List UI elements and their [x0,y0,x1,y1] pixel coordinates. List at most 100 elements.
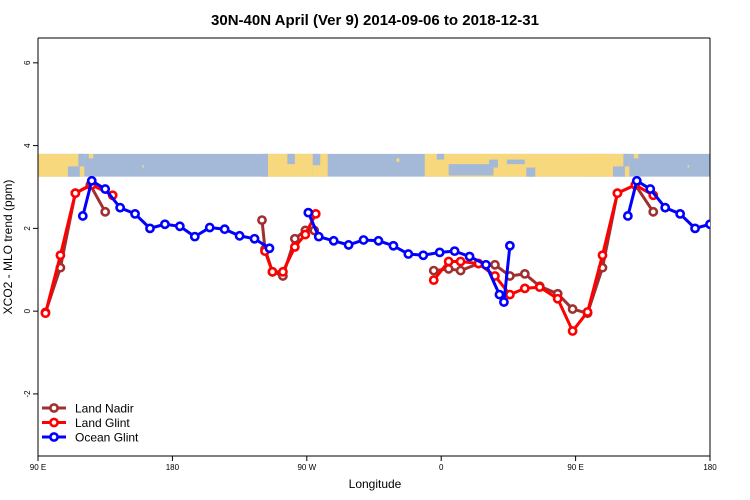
data-point [582,307,593,317]
data-point [264,243,275,254]
data-point [675,208,686,219]
data-point [705,219,710,230]
data-point [100,184,111,194]
data-point [358,235,369,245]
data-point [249,233,260,244]
data-point [289,242,300,252]
series-layer [40,175,710,336]
data-point [443,256,454,267]
data-point [428,265,439,276]
north-america-land [262,153,313,177]
map-inlet [436,153,445,160]
y-axis-label: XCO2 - MLO trend (ppm) [1,180,15,315]
data-point [145,223,155,234]
data-point [300,229,311,240]
data-point [455,265,466,276]
data-point [660,202,671,213]
series-land-glint [40,180,659,336]
data-point [519,283,530,294]
data-point [418,250,429,261]
data-point [55,250,66,261]
world-map-strip [38,153,710,177]
data-point [86,175,97,186]
data-point [455,256,466,267]
data-point [160,219,170,230]
series-line [433,183,655,315]
x-tick-label: 180 [703,463,717,472]
series-line [306,212,512,304]
map-inlet [67,166,80,177]
map-island [687,165,690,168]
data-point [40,308,51,319]
data-point [490,259,500,270]
data-point [534,282,545,293]
x-axis-label: Longitude [349,477,402,491]
axes: 90 E 180 90 W 0 90 E 180 -2 0 2 4 6 [23,37,717,472]
y-tick-label: 6 [23,60,32,65]
data-point [631,175,642,186]
data-point [343,240,354,250]
y-tick-label: 2 [23,226,32,231]
legend-label: Land Nadir [75,402,134,416]
data-point [289,233,300,244]
data-point [449,246,460,257]
x-tick-label: 180 [166,463,180,472]
data-point [504,289,515,300]
data-point [481,259,491,270]
data-point [645,184,656,194]
data-point [519,269,530,279]
data-point [494,289,505,300]
data-point [313,231,324,242]
data-point [115,202,126,213]
data-point [434,247,445,258]
data-point [219,224,230,235]
data-point [388,240,399,251]
data-point [130,208,140,219]
series-ocean-glint [77,175,710,307]
y-tick-label: 4 [23,143,32,148]
series-line [44,183,107,313]
map-inlet [312,153,321,166]
series-line [263,213,318,274]
map-inlet [448,164,494,176]
data-point [174,221,185,232]
data-point [597,250,608,261]
map-inlet [488,159,498,168]
data-point [567,326,578,336]
data-point [267,266,278,277]
y-tick-label: -2 [23,390,32,398]
data-point [499,297,509,307]
x-tick-label: 90 W [297,463,316,472]
data-point [373,235,384,246]
data-point [204,222,215,233]
data-point [77,211,88,221]
chart-title: 30N-40N April (Ver 9) 2014-09-06 to 2018… [211,12,539,29]
data-point [70,188,81,199]
data-point [690,223,700,234]
data-point [310,208,321,219]
data-point [567,304,578,314]
legend-label: Ocean Glint [75,431,139,445]
data-point [504,240,515,251]
map-island [396,158,400,162]
data-point [328,235,339,246]
data-point [278,266,288,277]
data-point [552,293,563,304]
map-inlet [262,153,268,177]
data-point [234,230,245,241]
map-inlet [526,167,536,177]
map-inlet [287,153,295,165]
map-inlet [612,166,625,177]
data-point [428,275,439,286]
x-tick-label: 90 E [30,463,46,472]
x-tick-label: 90 E [567,463,583,472]
legend-marker [49,417,59,428]
legend-marker [49,432,59,442]
map-island [88,153,94,159]
data-point [257,215,267,225]
data-point [189,231,200,242]
map-inlet [623,153,630,167]
y-tick-label: 0 [23,308,32,313]
